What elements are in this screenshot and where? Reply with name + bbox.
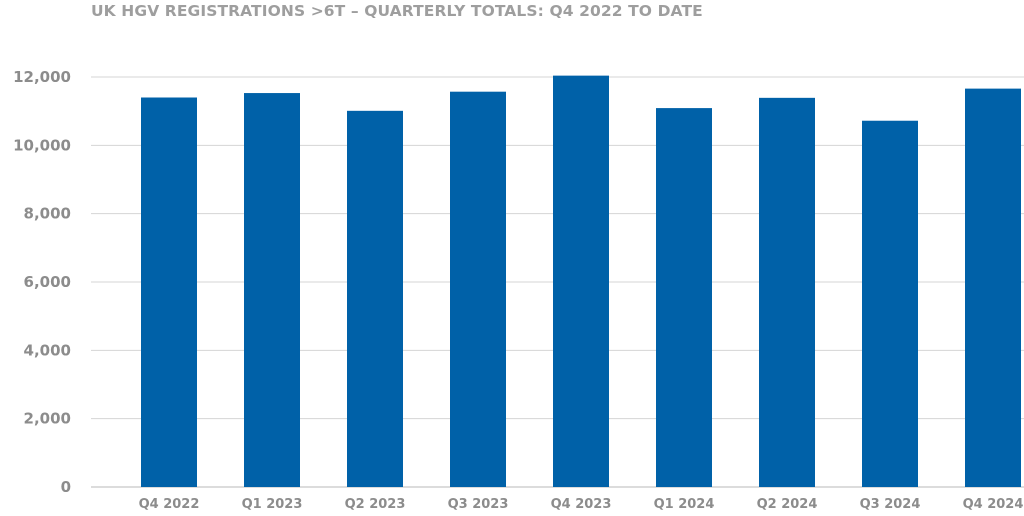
x-tick-label: Q3 2023 <box>448 497 509 512</box>
bar-q1-2024 <box>656 108 712 487</box>
chart-title: UK HGV REGISTRATIONS >6T – QUARTERLY TOT… <box>91 2 703 20</box>
y-tick-label: 2,000 <box>24 410 71 428</box>
bar-q2-2023 <box>347 110 403 487</box>
y-tick-label: 12,000 <box>13 68 71 86</box>
y-tick-label: 6,000 <box>24 273 71 291</box>
y-tick-label: 4,000 <box>24 341 71 359</box>
bar-q4-2024 <box>965 88 1021 487</box>
y-tick-label: 0 <box>61 478 71 496</box>
x-tick-label: Q3 2024 <box>860 497 921 512</box>
x-tick-label: Q4 2022 <box>139 497 200 512</box>
bar-q1-2023 <box>244 93 300 487</box>
x-tick-label: Q1 2024 <box>654 497 715 512</box>
x-tick-label: Q4 2023 <box>551 497 612 512</box>
bar-q4-2022 <box>141 97 197 487</box>
y-tick-label: 8,000 <box>24 205 71 223</box>
x-tick-label: Q1 2023 <box>242 497 303 512</box>
y-axis-ticks: 0 2,000 4,000 6,000 8,000 10,000 12,000 <box>13 68 71 496</box>
x-tick-label: Q2 2023 <box>345 497 406 512</box>
bar-q4-2023 <box>553 75 609 487</box>
x-axis-ticks: Q4 2022 Q1 2023 Q2 2023 Q3 2023 Q4 2023 Q1 20… <box>139 497 1024 512</box>
bar-q2-2024 <box>759 97 815 487</box>
x-tick-label: Q4 2024 <box>963 497 1024 512</box>
x-tick-label: Q2 2024 <box>757 497 818 512</box>
bar-q3-2023 <box>450 91 506 488</box>
bar-q3-2024 <box>862 120 918 487</box>
bars <box>141 75 1021 488</box>
y-tick-label: 10,000 <box>13 136 71 154</box>
